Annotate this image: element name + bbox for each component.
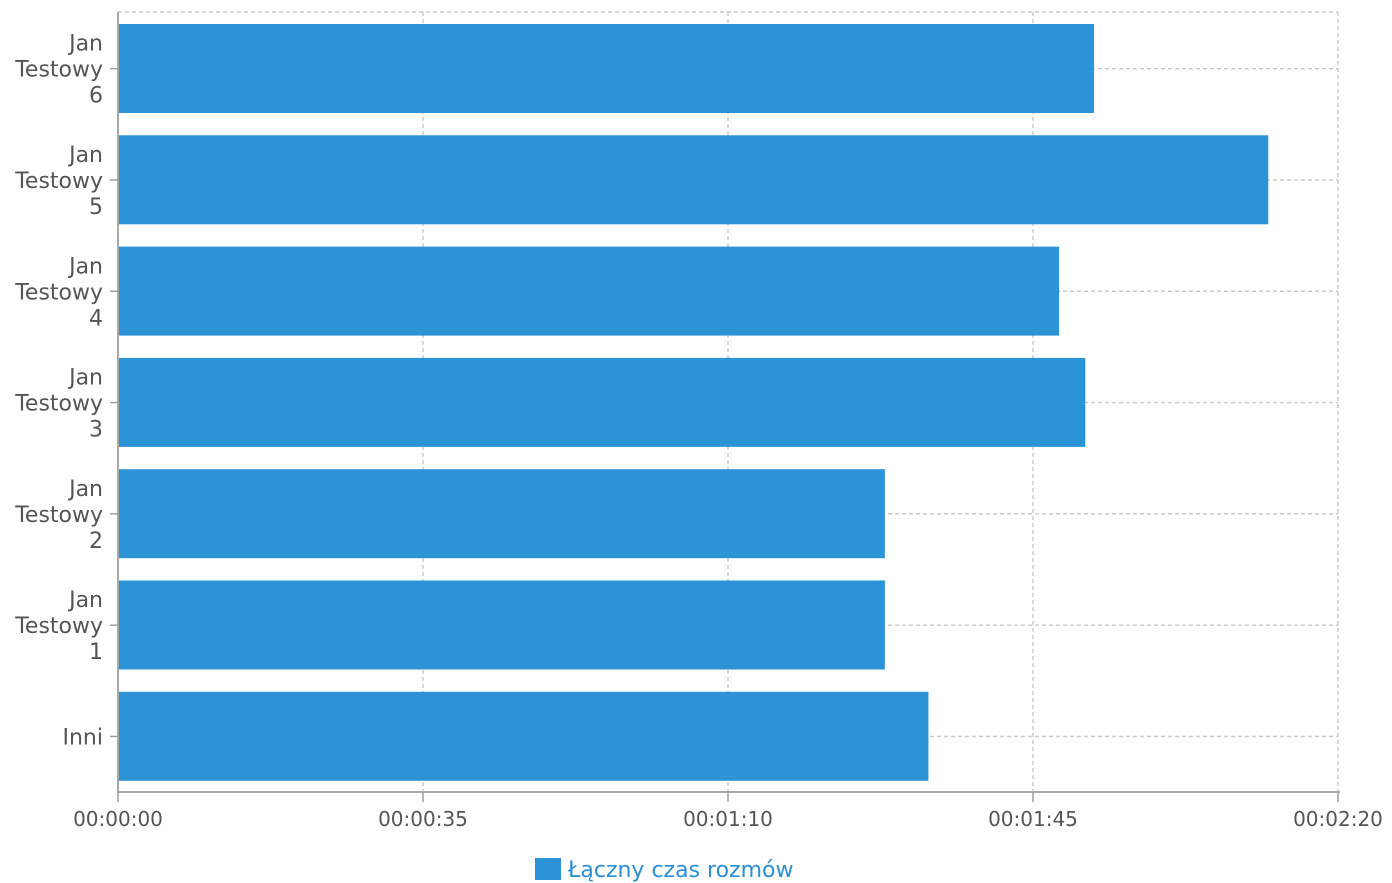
- x-tick-label: 00:01:45: [988, 807, 1078, 831]
- y-tick-label: Jan: [67, 32, 103, 57]
- legend-swatch: [535, 858, 561, 880]
- y-tick-label: Testowy: [14, 169, 103, 194]
- y-axis-ticks: JanTestowy6JanTestowy5JanTestowy4JanTest…: [14, 32, 118, 750]
- bar[interactable]: [118, 246, 1060, 336]
- x-tick-label: 00:00:00: [73, 807, 163, 831]
- y-tick-label: Testowy: [14, 503, 103, 528]
- y-tick-label: Jan: [67, 143, 103, 168]
- y-tick-label: 3: [89, 418, 103, 443]
- x-tick-label: 00:01:10: [683, 807, 773, 831]
- y-tick-label: Jan: [67, 254, 103, 279]
- bar[interactable]: [118, 24, 1094, 113]
- bar[interactable]: [118, 357, 1086, 447]
- y-tick-label: 5: [89, 195, 103, 220]
- y-tick-label: Testowy: [14, 392, 103, 417]
- y-tick-label: 1: [89, 640, 103, 665]
- bar[interactable]: [118, 691, 929, 781]
- legend[interactable]: Łączny czas rozmów: [535, 858, 793, 883]
- y-tick-label: 6: [89, 84, 103, 109]
- bars: [118, 24, 1269, 781]
- y-tick-label: Jan: [67, 477, 103, 502]
- x-tick-label: 00:02:20: [1293, 807, 1383, 831]
- bar[interactable]: [118, 469, 885, 559]
- x-tick-label: 00:00:35: [378, 807, 468, 831]
- bar[interactable]: [118, 580, 885, 670]
- y-tick-label: 2: [89, 529, 103, 554]
- y-tick-label: Jan: [67, 588, 103, 613]
- y-tick-label: Inni: [63, 725, 104, 750]
- y-tick-label: Testowy: [14, 280, 103, 305]
- x-axis-ticks: 00:00:00 00:00:35 00:01:10 00:01:45 00:02:20: [73, 792, 1383, 831]
- legend-label: Łączny czas rozmów: [567, 858, 793, 883]
- y-tick-label: Jan: [67, 366, 103, 391]
- y-tick-label: 4: [89, 306, 103, 331]
- bar[interactable]: [118, 135, 1269, 225]
- y-tick-label: Testowy: [14, 614, 103, 639]
- y-tick-label: Testowy: [14, 58, 103, 83]
